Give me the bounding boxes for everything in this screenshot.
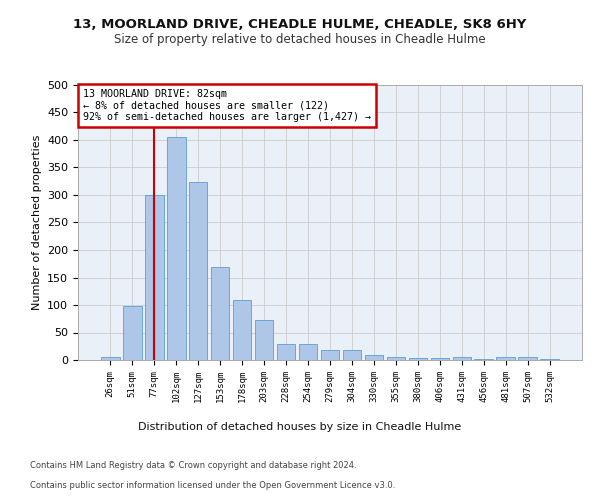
Bar bbox=[518, 357, 537, 360]
Bar bbox=[211, 266, 229, 360]
Bar bbox=[145, 195, 164, 360]
Text: Distribution of detached houses by size in Cheadle Hulme: Distribution of detached houses by size … bbox=[139, 422, 461, 432]
Bar bbox=[409, 358, 427, 360]
Bar bbox=[343, 350, 361, 360]
Bar bbox=[233, 300, 251, 360]
Bar bbox=[431, 358, 449, 360]
Bar bbox=[541, 359, 559, 360]
Bar bbox=[496, 357, 515, 360]
Text: 13, MOORLAND DRIVE, CHEADLE HULME, CHEADLE, SK8 6HY: 13, MOORLAND DRIVE, CHEADLE HULME, CHEAD… bbox=[73, 18, 527, 30]
Bar bbox=[255, 320, 274, 360]
Text: 13 MOORLAND DRIVE: 82sqm
← 8% of detached houses are smaller (122)
92% of semi-d: 13 MOORLAND DRIVE: 82sqm ← 8% of detache… bbox=[83, 89, 371, 122]
Text: Contains HM Land Registry data © Crown copyright and database right 2024.: Contains HM Land Registry data © Crown c… bbox=[30, 461, 356, 470]
Bar bbox=[386, 356, 405, 360]
Y-axis label: Number of detached properties: Number of detached properties bbox=[32, 135, 41, 310]
Bar bbox=[277, 344, 295, 360]
Bar bbox=[123, 306, 142, 360]
Bar bbox=[101, 357, 119, 360]
Bar bbox=[299, 344, 317, 360]
Bar bbox=[452, 356, 471, 360]
Bar bbox=[365, 354, 383, 360]
Bar bbox=[189, 182, 208, 360]
Text: Size of property relative to detached houses in Cheadle Hulme: Size of property relative to detached ho… bbox=[114, 32, 486, 46]
Text: Contains public sector information licensed under the Open Government Licence v3: Contains public sector information licen… bbox=[30, 481, 395, 490]
Bar bbox=[320, 350, 340, 360]
Bar bbox=[167, 137, 185, 360]
